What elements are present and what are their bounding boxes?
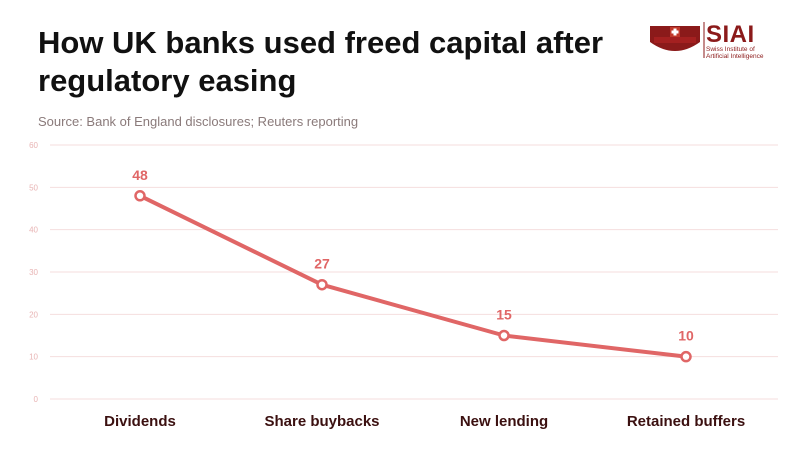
series-line-layer bbox=[138, 193, 688, 359]
x-tick-label: Dividends bbox=[104, 413, 176, 430]
data-point bbox=[134, 190, 146, 202]
chart-title: How UK banks used freed capital after re… bbox=[38, 25, 604, 98]
logo-name: SIAI bbox=[706, 21, 755, 48]
y-tick-label: 10 bbox=[29, 353, 38, 362]
y-tick-label: 0 bbox=[34, 395, 39, 404]
data-point bbox=[680, 350, 692, 363]
y-tick-label: 60 bbox=[29, 141, 38, 150]
data-point bbox=[498, 329, 510, 342]
data-points bbox=[134, 190, 692, 363]
x-tick-label: New lending bbox=[460, 413, 548, 430]
y-tick-label: 50 bbox=[29, 183, 38, 192]
logo-subtitle-line1: Swiss Institute of bbox=[706, 46, 755, 53]
data-label: 48 bbox=[132, 167, 148, 183]
logo-subtitle: Swiss Institute of Artificial Intelligen… bbox=[706, 46, 776, 60]
data-label: 10 bbox=[678, 328, 694, 344]
y-axis-ticks: 0 10 20 30 40 50 60 bbox=[29, 141, 38, 404]
y-tick-label: 30 bbox=[29, 268, 38, 277]
x-tick-label: Share buybacks bbox=[264, 413, 379, 430]
y-tick-label: 20 bbox=[29, 310, 38, 319]
y-tick-label: 40 bbox=[29, 226, 38, 235]
data-label: 27 bbox=[314, 256, 330, 272]
grid-lines bbox=[50, 144, 778, 400]
x-tick-label: Retained buffers bbox=[627, 413, 745, 430]
series-line bbox=[138, 193, 688, 359]
x-axis-labels: Dividends Share buybacks New lending Retain… bbox=[104, 413, 745, 430]
data-labels: 48 27 15 10 bbox=[132, 167, 694, 344]
logo-subtitle-line2: Artificial Intelligence bbox=[706, 53, 764, 60]
data-label: 15 bbox=[496, 307, 512, 323]
data-point bbox=[316, 278, 328, 291]
siai-logo-icon bbox=[650, 22, 705, 58]
chart-source: Source: Bank of England disclosures; Reu… bbox=[38, 114, 359, 129]
